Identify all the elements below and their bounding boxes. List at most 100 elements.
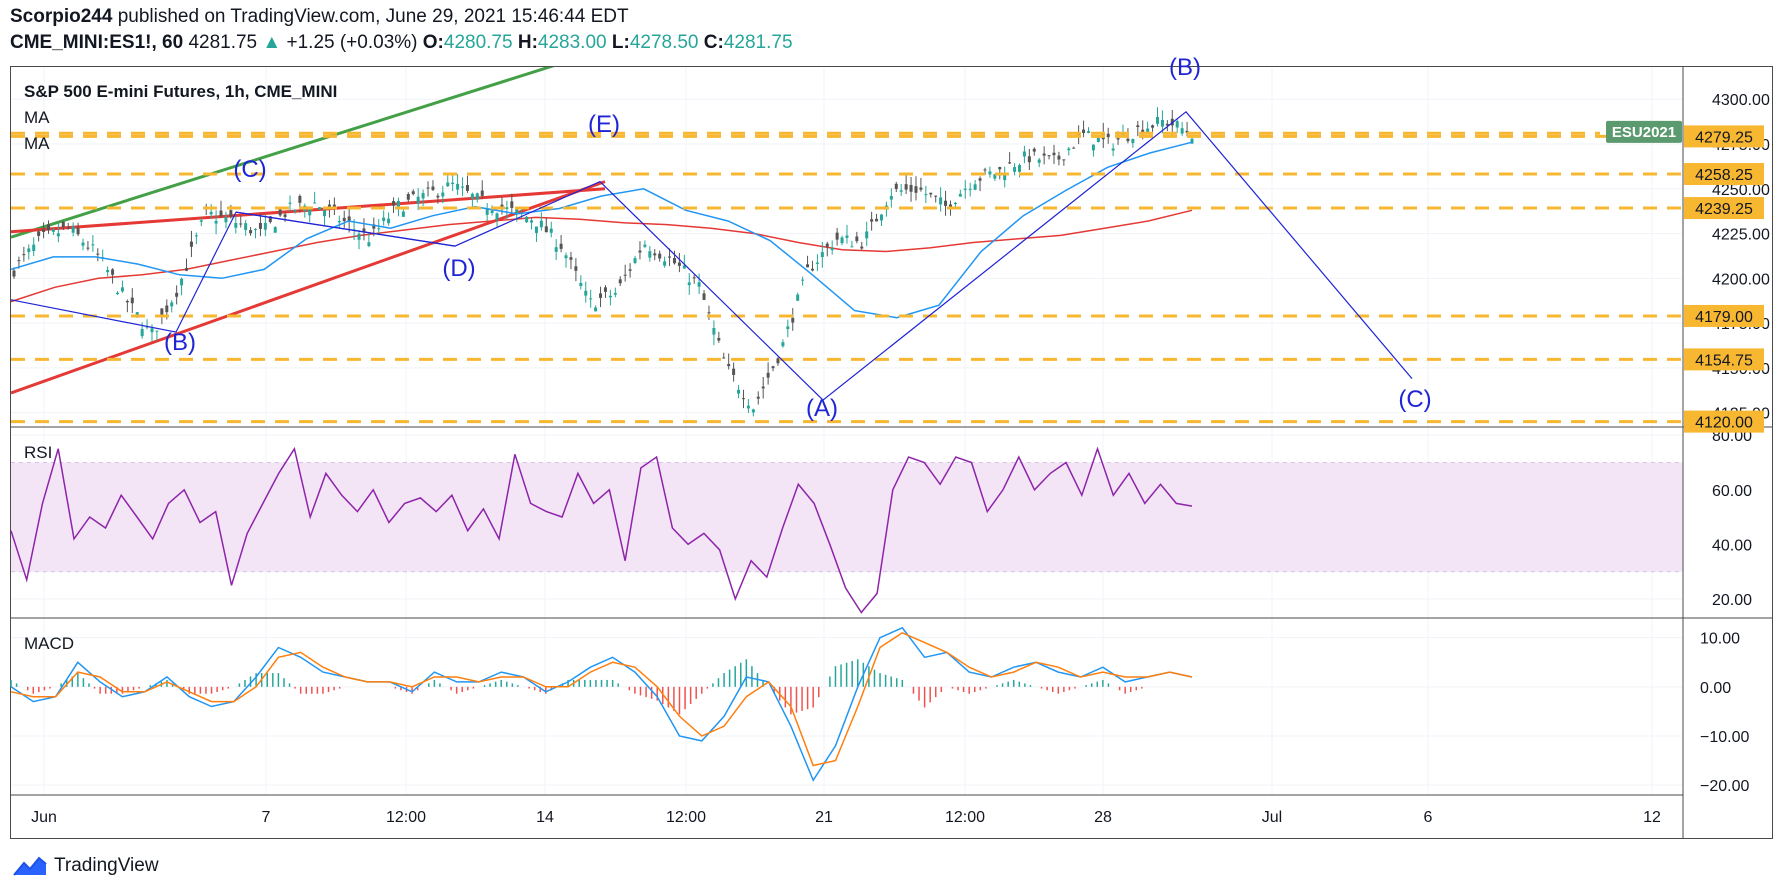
candle-body: [515, 209, 519, 214]
candle-body: [1190, 138, 1194, 144]
wave-label: (D): [442, 255, 475, 282]
candle-body: [293, 209, 297, 212]
candle-body: [707, 312, 711, 314]
ma-slow-line: [11, 209, 1193, 303]
candle-body: [130, 297, 134, 304]
candle-body: [973, 184, 977, 190]
candle-body: [948, 204, 952, 209]
macd-tick-label: −10.00: [1700, 729, 1749, 746]
high-value: 4283.00: [537, 32, 607, 53]
candle-body: [199, 220, 203, 222]
candle-body: [525, 216, 529, 223]
candle-body: [1008, 162, 1012, 164]
publish-text: published on TradingView.com, June 29, 2…: [117, 6, 629, 27]
candle-body: [648, 251, 652, 258]
candle-body: [677, 262, 681, 266]
candle-body: [613, 292, 617, 295]
candle-body: [357, 233, 361, 240]
signal-line: [10, 631, 1193, 767]
candle-body: [919, 187, 923, 190]
rsi-band: [11, 462, 1683, 572]
candle-body: [825, 243, 829, 247]
candle-body: [106, 270, 110, 273]
candle-body: [618, 279, 622, 284]
candle-body: [145, 326, 149, 328]
candle-body: [401, 211, 405, 217]
candle-body: [549, 228, 553, 233]
candle-body: [382, 217, 386, 221]
ma-legend-1[interactable]: MA: [24, 108, 50, 127]
level-price-tag: [1684, 304, 1764, 327]
candle-body: [229, 210, 233, 217]
candle-body: [732, 368, 736, 375]
candle-body: [820, 252, 824, 258]
candle-body: [263, 222, 267, 230]
level-price-tag: [1684, 197, 1764, 220]
candle-body: [796, 294, 800, 301]
publisher-name[interactable]: Scorpio244: [10, 6, 113, 27]
candle-body: [875, 218, 879, 222]
candle-body: [377, 228, 381, 230]
candle-body: [1032, 148, 1036, 152]
wave-label: (C): [233, 156, 266, 183]
publish-info: Scorpio244 published on TradingView.com,…: [10, 6, 629, 28]
candle-body: [490, 210, 494, 214]
candle-body: [810, 268, 814, 271]
candle-body: [771, 366, 775, 369]
candle-body: [283, 214, 287, 217]
candle-body: [1160, 119, 1164, 127]
macd-tick-label: 10.00: [1700, 631, 1740, 648]
candle-body: [603, 287, 607, 292]
ma-legend-2[interactable]: MA: [24, 134, 50, 153]
tradingview-logo-icon: [13, 856, 47, 876]
candle-body: [42, 229, 46, 233]
candle-body: [781, 342, 785, 347]
candle-body: [599, 293, 603, 298]
time-tick-label: 14: [536, 809, 554, 826]
candle-body: [239, 223, 243, 225]
rsi-tick-label: 40.00: [1712, 537, 1752, 554]
candle-body: [687, 282, 691, 286]
candle-body: [96, 253, 100, 255]
candle-body: [12, 270, 16, 277]
candle-body: [431, 186, 435, 190]
candle-body: [993, 174, 997, 179]
candle-body: [416, 196, 420, 204]
rsi-tick-label: 60.00: [1712, 483, 1752, 500]
candle-body: [1086, 131, 1090, 134]
open-value: 4280.75: [443, 32, 513, 53]
candle-body: [1106, 133, 1110, 138]
time-tick-label: Jun: [31, 809, 57, 826]
wave-label: (E): [588, 111, 620, 138]
footer-brand[interactable]: TradingView: [12, 853, 159, 879]
candle-body: [185, 268, 189, 271]
candle-body: [761, 386, 765, 389]
level-price-label: 4258.25: [1695, 167, 1753, 184]
candle-body: [539, 220, 543, 228]
price-tick-label: 4250.00: [1712, 182, 1770, 199]
time-tick-label: 21: [815, 809, 833, 826]
candle-body: [746, 405, 750, 409]
candle-body: [929, 192, 933, 195]
candle-body: [337, 220, 341, 223]
candle-body: [234, 223, 238, 228]
candle-body: [717, 337, 721, 341]
level-price-tag: [1684, 410, 1764, 433]
time-tick-label: 12: [1643, 809, 1661, 826]
candle-body: [776, 358, 780, 364]
candle-body: [327, 204, 331, 209]
symbol-badge: ESU2021: [1606, 120, 1682, 143]
red-lower-trendline: [11, 180, 606, 395]
symbol-badge-label: ESU2021: [1612, 124, 1676, 141]
candle-body: [461, 186, 465, 188]
candle-body: [465, 185, 469, 191]
candle-body: [934, 195, 938, 197]
candle-body: [1136, 125, 1140, 128]
ma-fast-line: [11, 141, 1193, 319]
candle-body: [904, 184, 908, 190]
candle-body: [786, 326, 790, 330]
close-label: C:: [703, 32, 724, 53]
candle-body: [436, 195, 440, 198]
candle-body: [456, 183, 460, 190]
